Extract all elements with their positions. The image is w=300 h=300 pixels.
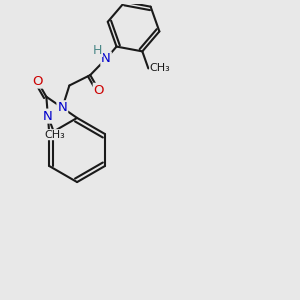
Text: CH₃: CH₃ bbox=[150, 63, 171, 74]
Text: O: O bbox=[94, 84, 104, 97]
Text: O: O bbox=[32, 75, 43, 88]
Text: CH₃: CH₃ bbox=[44, 130, 65, 140]
Text: N: N bbox=[58, 101, 67, 114]
Text: H: H bbox=[93, 44, 103, 56]
Text: N: N bbox=[101, 52, 111, 65]
Text: N: N bbox=[43, 110, 53, 123]
